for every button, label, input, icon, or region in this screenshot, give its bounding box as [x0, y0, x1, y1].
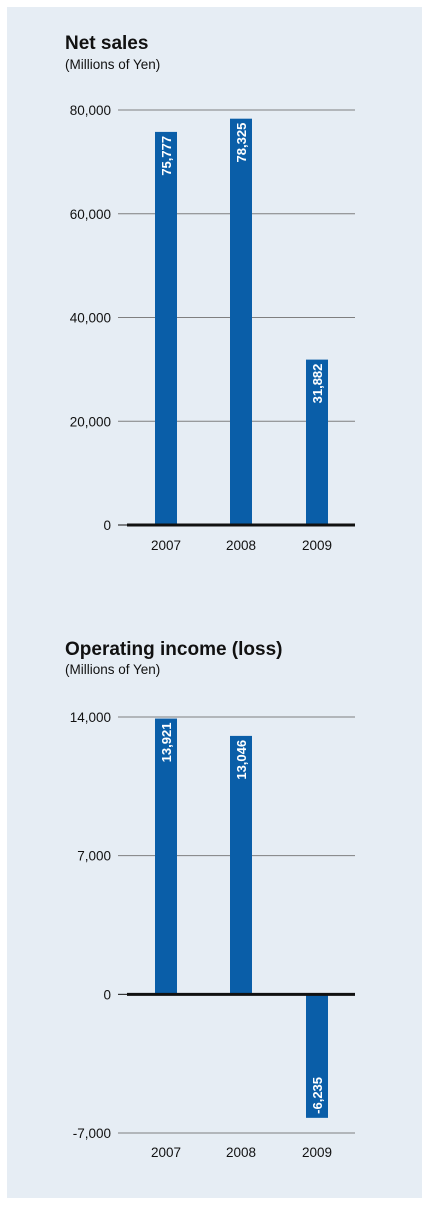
net-sales-x-tick-label: 2007: [151, 538, 181, 553]
operating-income-y-tick-label: 7,000: [77, 849, 111, 864]
net-sales-y-tick-label: 80,000: [70, 103, 111, 118]
operating-income-bar-value-label: 13,046: [234, 740, 249, 780]
net-sales-y-tick-label: 60,000: [70, 207, 111, 222]
operating-income-y-tick-label: -7,000: [73, 1126, 111, 1141]
operating-income-bar-2007: [155, 718, 177, 995]
operating-income-bar-2009: [306, 994, 328, 1118]
net-sales-bar-2008: [230, 118, 252, 526]
operating-income-bar-value-label: 13,921: [159, 723, 174, 763]
chart-panel: [7, 7, 422, 1198]
net-sales-bar-value-label: 75,777: [159, 136, 174, 176]
net-sales-title: Net sales: [65, 33, 149, 54]
net-sales-x-tick-label: 2009: [302, 538, 332, 553]
net-sales-y-tick-label: 20,000: [70, 414, 111, 429]
net-sales-bar-2009: [306, 359, 328, 525]
net-sales-x-tick-label: 2008: [226, 538, 256, 553]
net-sales-y-tick-label: 0: [103, 518, 111, 533]
operating-income-y-tick-label: 0: [103, 987, 111, 1002]
operating-income-bar-value-label: -6,235: [310, 1077, 325, 1114]
net-sales-bar-value-label: 78,325: [234, 123, 249, 163]
operating-income-x-tick-label: 2008: [226, 1145, 256, 1160]
operating-income-bar-2008: [230, 735, 252, 995]
operating-income-y-tick-label: 14,000: [70, 710, 111, 725]
operating-income-subtitle: (Millions of Yen): [65, 662, 161, 677]
net-sales-bar-value-label: 31,882: [310, 364, 325, 404]
operating-income-title: Operating income (loss): [65, 639, 283, 660]
net-sales-subtitle: (Millions of Yen): [65, 57, 161, 72]
operating-income-x-tick-label: 2007: [151, 1145, 181, 1160]
net-sales-y-tick-label: 40,000: [70, 311, 111, 326]
net-sales-bar-2007: [155, 131, 177, 526]
operating-income-x-tick-label: 2009: [302, 1145, 332, 1160]
